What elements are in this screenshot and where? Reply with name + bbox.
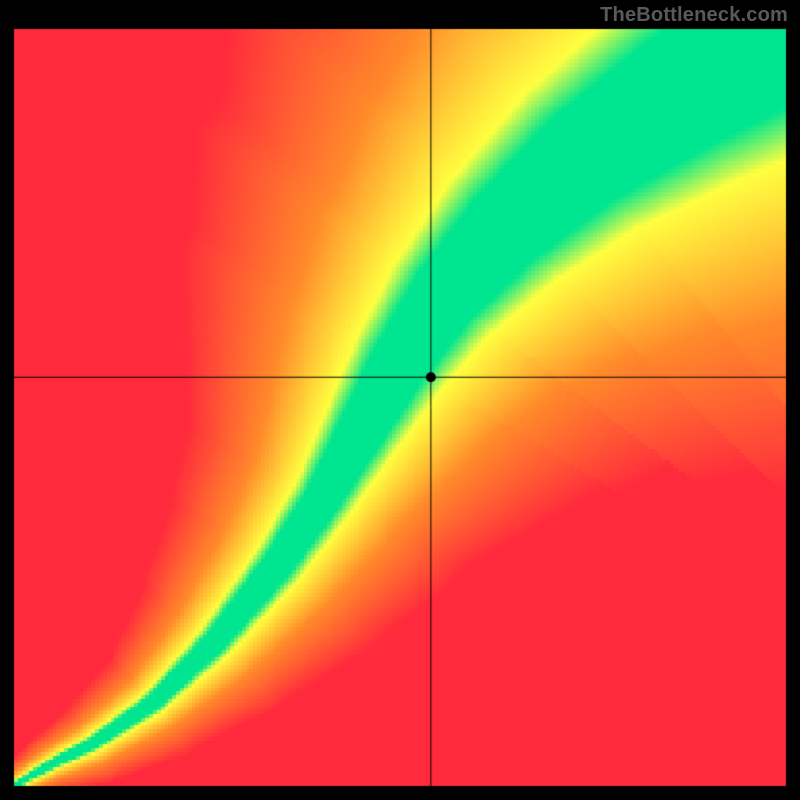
- watermark-text: TheBottleneck.com: [600, 4, 788, 27]
- heatmap-canvas: [0, 0, 800, 800]
- chart-container: TheBottleneck.com: [0, 0, 800, 800]
